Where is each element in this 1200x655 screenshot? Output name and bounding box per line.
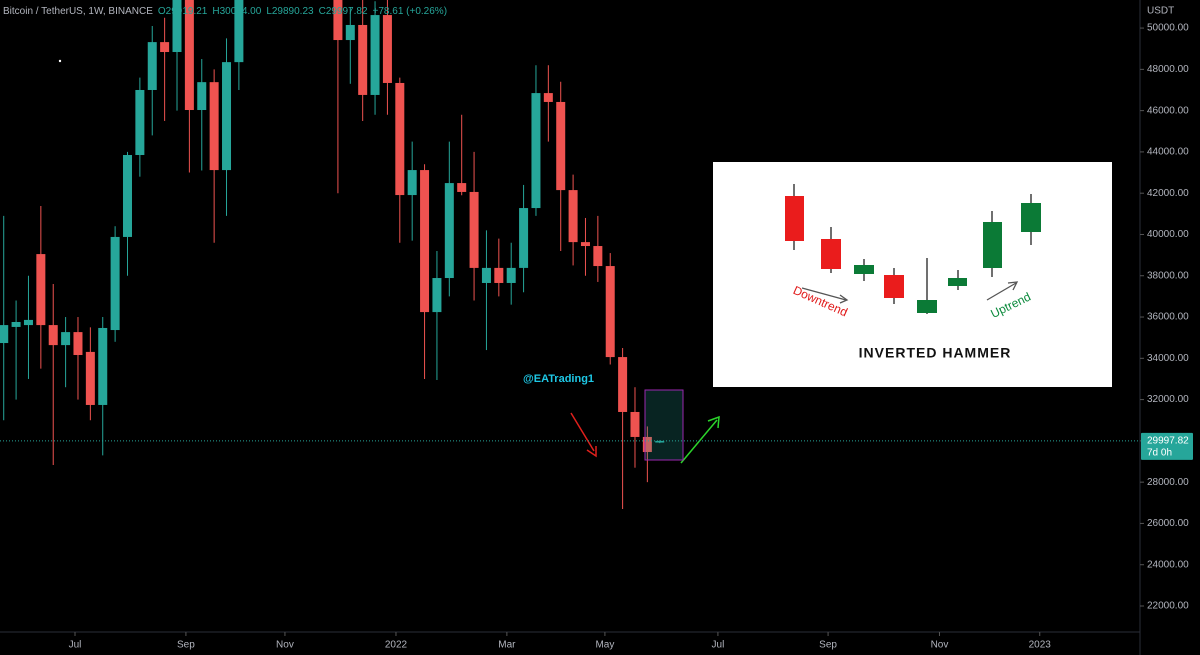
candle-body [234,0,244,63]
y-tick-label: 24000.00 [1147,559,1189,570]
candle-body [556,101,566,191]
candle-body [469,191,479,268]
uptrend-arrow [986,282,1017,301]
inset: Downtrend Uptrend INVERTED HAMMER [713,162,1112,387]
y-axis-label: USDT [1147,6,1174,17]
candle-body [85,351,95,405]
x-tick-label: May [595,640,614,651]
candle-body [135,89,145,156]
candle-body [172,0,182,53]
last-price-box [1141,432,1193,460]
x-tick-label: Nov [931,640,949,651]
candle-body [432,278,442,313]
y-tick-label: 36000.00 [1147,312,1189,323]
candle-body [506,267,516,283]
candle-body [407,170,417,196]
inset-candles [785,184,1041,314]
y-tick-label: 32000.00 [1147,394,1189,405]
candle-body [48,325,58,346]
candle-body [543,93,553,102]
candle-body [333,0,343,41]
green-arrow-head [707,415,720,429]
candle-body [618,357,628,412]
dot [58,59,62,63]
downtrend-arrow-head [839,294,849,304]
candle-body [11,321,21,327]
candle-body [444,183,454,279]
candle-body [160,42,170,53]
x-tick-label: Jul [69,640,82,651]
y-tick-label: 48000.00 [1147,64,1189,75]
candle-body [61,332,71,346]
y-tick-label: 22000.00 [1147,601,1189,612]
x-tick-label: Mar [498,640,516,651]
inset-title: INVERTED HAMMER [859,345,1012,361]
candle-body [481,267,491,283]
candle-body [642,436,652,453]
candle-body [568,190,578,243]
candle-body [147,42,157,90]
red-arrow [570,412,595,452]
inset-panel [713,162,1112,387]
candle-body [358,24,368,95]
y-tick-label: 34000.00 [1147,353,1189,364]
downtrend-arrow [801,287,847,301]
candle-body [420,170,430,313]
candle-body [122,155,132,237]
header-value: H30024.00 [212,6,261,17]
y-tick-label: 46000.00 [1147,105,1189,116]
y-tick-label: 50000.00 [1147,23,1189,34]
candle-body [36,254,46,326]
x-tick-label: Sep [819,640,837,651]
last-price-label: 29997.82 [1147,436,1189,447]
candle-body [184,0,194,111]
candle-body [395,82,405,196]
candle-body [630,411,640,437]
candle-body [209,82,219,171]
candle-body [457,183,467,192]
chart-header: Bitcoin / TetherUS, 1W, BINANCE O29919.21… [3,6,447,17]
green-arrow [680,419,718,464]
candle-body [605,266,615,358]
y-tick-label: 44000.00 [1147,147,1189,158]
candle-body [73,332,83,356]
candle-body [580,242,590,247]
candle-body [345,24,355,41]
header-value: +78.61 (+0.26%) [373,6,448,17]
highlight-box [644,389,684,461]
red-arrow-head [586,446,597,458]
candle-body [197,82,207,111]
candle-body [593,246,603,267]
candle-body [110,236,120,331]
chart-title: Bitcoin / TetherUS, 1W, BINANCE [3,6,153,17]
header-value: C29997.82 [319,6,368,17]
y-tick-label: 28000.00 [1147,477,1189,488]
candle-body [494,267,504,283]
header-value: L29890.23 [266,6,314,17]
candle-body [531,93,541,209]
candle-body [519,208,529,268]
candle-body [98,327,108,405]
annotation: @EATrading1 [523,373,594,385]
candle-body [0,325,9,344]
x-tick-label: 2022 [385,640,408,651]
y-tick-label: 40000.00 [1147,229,1189,240]
y-tick-label: 26000.00 [1147,518,1189,529]
candle-body [382,15,392,83]
x-tick-label: Nov [276,640,294,651]
x-tick-label: Sep [177,640,195,651]
countdown-label: 7d 0h [1147,448,1172,459]
y-tick-label: 42000.00 [1147,188,1189,199]
x-tick-label: Jul [712,640,725,651]
header-value: O29919.21 [158,6,208,17]
candle-body [655,440,665,443]
candle-body [222,62,232,171]
x-tick-label: 2023 [1029,640,1052,651]
candle-body [23,319,33,326]
uptrend-arrow-head [1007,281,1019,291]
candle-body [370,15,380,95]
candles [0,0,665,509]
y-tick-label: 38000.00 [1147,270,1189,281]
